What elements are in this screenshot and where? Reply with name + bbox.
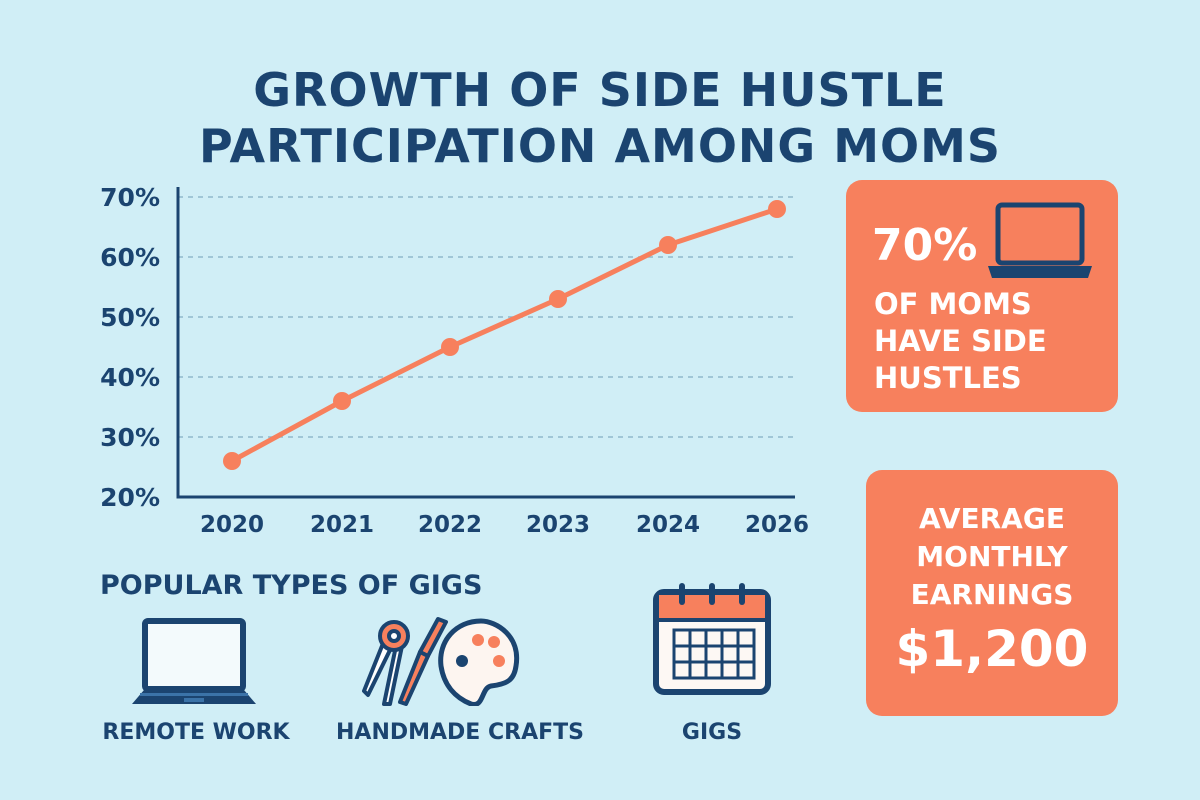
stat-line: HAVE SIDE <box>874 324 1047 358</box>
gig-label-remote-work: REMOTE WORK <box>102 720 290 745</box>
data-point <box>659 236 677 254</box>
title-line-1: GROWTH OF SIDE HUSTLE <box>253 63 947 117</box>
stat-value: $1,200 <box>895 620 1089 678</box>
x-tick-label: 2020 <box>200 512 264 538</box>
y-tick-label: 70% <box>100 183 160 212</box>
axis <box>176 187 795 499</box>
laptop-icon <box>988 202 1092 278</box>
line-chart: 20% 30% 40% 50% 60% 70% 2020 2021 2022 2023 2024 20… <box>100 183 809 538</box>
gig-label-gigs: GIGS <box>681 720 743 745</box>
stat-card-earnings: AVERAGE MONTHLY EARNINGS $1,200 <box>866 470 1118 716</box>
x-tick-label: 2024 <box>636 512 700 538</box>
x-tick-label: 2023 <box>526 512 590 538</box>
x-tick-label: 2026 <box>745 512 809 538</box>
y-tick-label: 60% <box>100 243 160 272</box>
y-tick-label: 40% <box>100 363 160 392</box>
laptop-icon <box>132 618 256 704</box>
stat-line: MONTHLY <box>916 540 1068 573</box>
calendar-icon <box>653 583 771 695</box>
data-point <box>441 338 459 356</box>
title-line-2: PARTICIPATION AMONG MOMS <box>199 119 1001 173</box>
craft-tools-icon <box>362 617 520 706</box>
gig-label-handmade-crafts: HANDMADE CRAFTS <box>336 720 584 745</box>
gigs-heading: POPULAR TYPES OF GIGS <box>100 570 483 601</box>
stat-line: HUSTLES <box>874 361 1022 395</box>
data-point <box>549 290 567 308</box>
y-tick-label: 50% <box>100 303 160 332</box>
stat-line: EARNINGS <box>910 578 1074 611</box>
palette-icon <box>438 618 520 706</box>
data-point <box>768 200 786 218</box>
stat-line: AVERAGE <box>919 502 1065 535</box>
stat-card-moms: 70% OF MOMS HAVE SIDE HUSTLES <box>846 180 1118 412</box>
stat-value: 70% <box>872 220 978 271</box>
series-line <box>230 206 778 464</box>
x-tick-label: 2021 <box>310 512 374 538</box>
y-tick-label: 30% <box>100 423 160 452</box>
data-point <box>333 392 351 410</box>
stat-line: OF MOMS <box>874 287 1032 321</box>
data-point <box>223 452 241 470</box>
y-tick-label: 20% <box>100 483 160 512</box>
x-tick-label: 2022 <box>418 512 482 538</box>
